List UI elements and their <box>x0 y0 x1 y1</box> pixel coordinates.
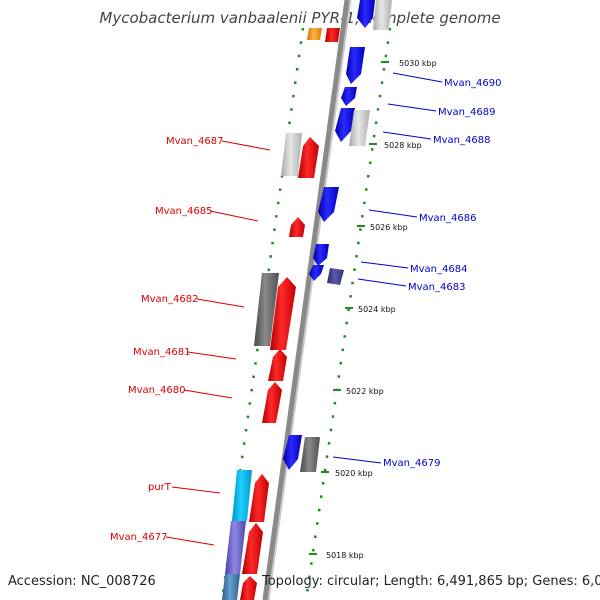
forward-strand-features <box>222 28 340 600</box>
scale-labels: 5030 kbp 5028 kbp 5026 kbp 5024 kbp 5022… <box>326 59 437 560</box>
scale-ticks <box>309 61 389 555</box>
gene-arrow-red[interactable] <box>270 277 296 350</box>
gene-arrow-orange[interactable] <box>307 28 322 40</box>
gene-label-forward[interactable]: Mvan_4685 <box>155 206 212 217</box>
gene-arrow-purple[interactable] <box>225 521 246 574</box>
gene-arrow-red[interactable] <box>262 382 282 423</box>
gene-arrow-blue[interactable] <box>341 87 357 106</box>
gene-label-reverse[interactable]: Mvan_4683 <box>408 282 465 293</box>
gene-arrow-red[interactable] <box>298 137 319 178</box>
scale-label: 5018 kbp <box>326 551 364 560</box>
reverse-strand-features <box>283 0 392 472</box>
gene-arrow-red[interactable] <box>242 523 263 574</box>
gene-arrow-blue[interactable] <box>357 0 375 28</box>
accession-text: Accession: NC_008726 <box>8 574 156 589</box>
gene-label-forward[interactable]: purT <box>148 482 172 493</box>
gene-arrow-lightgray[interactable] <box>373 0 392 30</box>
gene-label-reverse[interactable]: Mvan_4684 <box>410 264 467 275</box>
gene-label-forward[interactable]: Mvan_4677 <box>110 532 167 543</box>
gene-label-forward[interactable]: Mvan_4687 <box>166 136 223 147</box>
gene-label-forward[interactable]: Mvan_4682 <box>141 294 198 305</box>
genome-backbone <box>262 0 352 600</box>
gene-arrow-navy[interactable] <box>327 268 344 285</box>
topology-text: Topology: circular; Length: 6,491,865 bp… <box>262 574 600 589</box>
gene-arrow-blue[interactable] <box>318 187 339 222</box>
gene-arrow-blue[interactable] <box>283 435 302 470</box>
gene-arrow-red[interactable] <box>325 28 340 42</box>
gene-arrow-red[interactable] <box>289 217 305 237</box>
reverse-labels: Mvan_4690 Mvan_4689 Mvan_4688 Mvan_4686 … <box>332 72 501 469</box>
scale-label: 5026 kbp <box>370 223 408 232</box>
scale-label: 5024 kbp <box>358 305 396 314</box>
gene-arrow-red[interactable] <box>240 576 257 600</box>
gene-arrow-lightgray[interactable] <box>281 133 302 176</box>
gene-arrow-blue[interactable] <box>313 244 329 266</box>
forward-labels: Mvan_4687 Mvan_4685 Mvan_4682 Mvan_4681 … <box>110 136 271 546</box>
gene-arrow-lightgray[interactable] <box>349 110 370 146</box>
scale-label: 5028 kbp <box>384 141 422 150</box>
gene-label-forward[interactable]: Mvan_4680 <box>128 385 185 396</box>
left-guide-track <box>220 27 305 600</box>
gene-arrow-blue[interactable] <box>309 265 324 281</box>
scale-label: 5022 kbp <box>346 387 384 396</box>
gene-arrow-darkgray[interactable] <box>300 437 320 472</box>
scale-label: 5030 kbp <box>399 59 437 68</box>
gene-label-reverse[interactable]: Mvan_4686 <box>419 213 476 224</box>
gene-label-forward[interactable]: Mvan_4681 <box>133 347 190 358</box>
map-title: Mycobacterium vanbaalenii PYR-1, complet… <box>99 9 501 27</box>
gene-label-reverse[interactable]: Mvan_4689 <box>438 107 495 118</box>
right-guide-track <box>304 27 392 600</box>
gene-arrow-red[interactable] <box>268 349 287 381</box>
gene-arrow-steel[interactable] <box>222 574 240 600</box>
gene-label-reverse[interactable]: Mvan_4679 <box>383 458 440 469</box>
gene-arrow-red[interactable] <box>249 474 269 522</box>
gene-arrow-darkgray[interactable] <box>254 273 279 346</box>
scale-label: 5020 kbp <box>335 469 373 478</box>
gene-arrow-cyan[interactable] <box>232 470 252 521</box>
gene-arrow-blue[interactable] <box>335 108 355 142</box>
gene-label-reverse[interactable]: Mvan_4688 <box>433 135 490 146</box>
gene-arrow-blue[interactable] <box>346 47 365 84</box>
gene-label-reverse[interactable]: Mvan_4690 <box>444 78 501 89</box>
